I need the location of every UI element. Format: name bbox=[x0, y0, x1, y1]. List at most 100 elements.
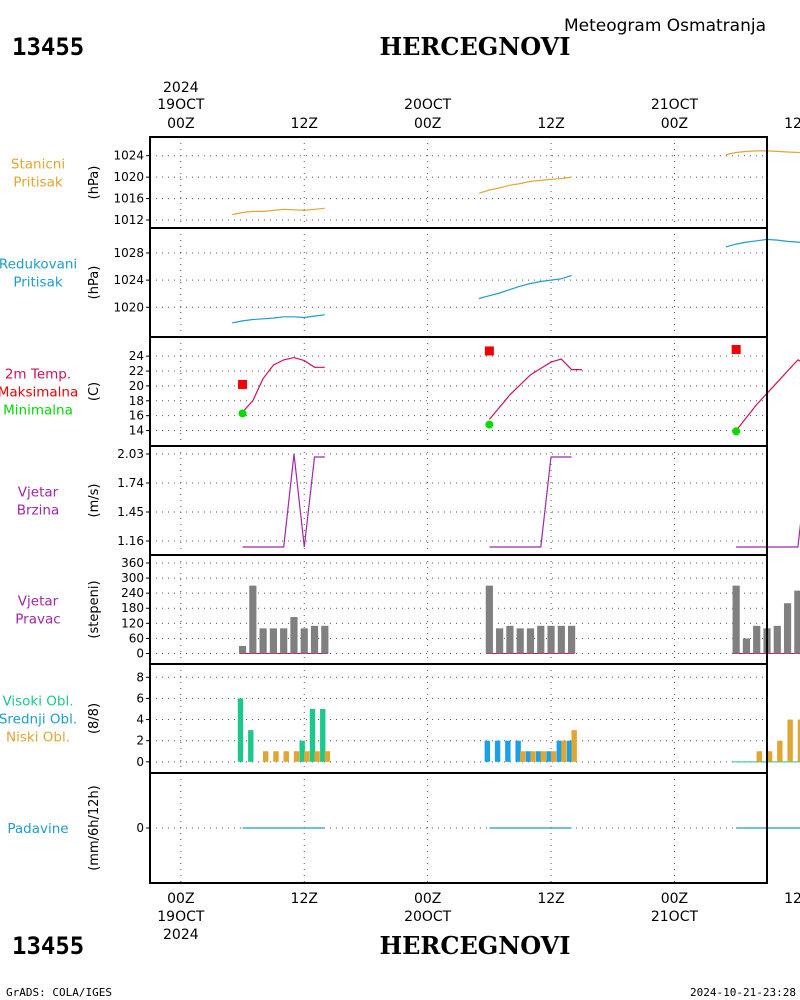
bar bbox=[283, 751, 289, 762]
bar bbox=[262, 751, 269, 762]
hour-label: 12Z bbox=[537, 116, 564, 132]
bar bbox=[756, 751, 762, 762]
day-label: 19OCT bbox=[157, 909, 205, 925]
panel-label: Pravac bbox=[15, 612, 60, 628]
bar bbox=[753, 625, 761, 654]
bar bbox=[314, 751, 320, 762]
panel-label: Niski Obl. bbox=[6, 730, 70, 746]
day-label: 20OCT bbox=[404, 97, 452, 113]
y-tick-label: 1024 bbox=[113, 149, 144, 163]
plot-area: 1012101610201024(hPa)StanicniPritisak102… bbox=[0, 80, 800, 943]
bar bbox=[249, 585, 257, 654]
y-tick-label: 1024 bbox=[113, 273, 144, 287]
bar bbox=[794, 590, 800, 654]
y-tick-label: 1.74 bbox=[117, 476, 144, 490]
y-tick-label: 360 bbox=[121, 556, 144, 570]
y-tick-label: 1020 bbox=[113, 170, 144, 184]
y-tick-label: 1012 bbox=[113, 213, 144, 227]
bar bbox=[506, 625, 514, 654]
bar bbox=[550, 751, 557, 762]
series-line bbox=[488, 358, 582, 420]
y-tick-label: 8 bbox=[136, 670, 144, 684]
series-line bbox=[725, 238, 800, 248]
y-tick-label: 1028 bbox=[113, 246, 144, 260]
bar bbox=[557, 625, 565, 654]
axis-unit-label: (stepeni) bbox=[87, 580, 102, 638]
bar bbox=[766, 751, 773, 762]
panel-label: Brzina bbox=[17, 503, 59, 519]
bar bbox=[494, 740, 501, 762]
axis-unit-label: (hPa) bbox=[87, 266, 102, 300]
bar bbox=[525, 751, 532, 762]
day-label: 19OCT bbox=[157, 97, 205, 113]
min-temp-marker bbox=[732, 427, 741, 436]
panel-vjetar_brzina: 1.16 1.45 1.74 2.03 (m/s) Vjetar Brzina bbox=[17, 445, 800, 556]
bar bbox=[496, 628, 504, 654]
panel-label: Vjetar bbox=[18, 594, 59, 610]
bar bbox=[237, 698, 244, 762]
series-line bbox=[736, 523, 800, 548]
panel-label: Minimalna bbox=[3, 403, 73, 419]
y-tick-label: 1016 bbox=[113, 192, 144, 206]
day-label: 20OCT bbox=[404, 909, 452, 925]
bar bbox=[537, 625, 545, 654]
panel-label: Vjetar bbox=[18, 485, 59, 501]
y-tick-label: 6 bbox=[136, 691, 144, 705]
series-line bbox=[735, 359, 800, 431]
station-id-top: 13455 bbox=[12, 33, 84, 61]
min-temp-marker bbox=[485, 420, 494, 429]
bar bbox=[536, 751, 542, 762]
bar bbox=[293, 751, 300, 762]
series-line bbox=[725, 150, 800, 156]
bar bbox=[300, 628, 308, 654]
series-line bbox=[478, 176, 572, 194]
bar bbox=[571, 730, 577, 762]
bar bbox=[777, 740, 783, 762]
hour-label: 00Z bbox=[661, 891, 688, 907]
y-tick-label: 14 bbox=[129, 424, 144, 438]
day-label: 21OCT bbox=[651, 97, 699, 113]
day-label: 21OCT bbox=[651, 909, 699, 925]
bar bbox=[742, 638, 751, 654]
y-tick-label: 22 bbox=[129, 364, 144, 378]
footer-timestamp: 2024-10-21-23:28 bbox=[690, 986, 796, 999]
panel-oblaci: 0 2 4 6 8 (8/8) Visoki Obl. Srednji Obl. Niski O… bbox=[0, 663, 800, 774]
hour-label: 00Z bbox=[414, 891, 441, 907]
bar bbox=[773, 625, 781, 654]
panel-stanicni: 1012 1016 1020 1024 (hPa) Stanicni Pritisak bbox=[11, 136, 800, 229]
bar bbox=[485, 585, 493, 654]
axis-unit-label: (hPa) bbox=[87, 166, 102, 200]
bar bbox=[732, 585, 740, 654]
bar bbox=[520, 751, 526, 762]
footer-credit: GrADS: COLA/IGES bbox=[6, 986, 112, 999]
panel-frame bbox=[149, 136, 768, 229]
max-temp-marker bbox=[484, 346, 494, 356]
y-tick-label: 2.03 bbox=[117, 447, 144, 461]
y-tick-label: 1.16 bbox=[117, 534, 144, 548]
bar bbox=[484, 740, 490, 762]
min-temp-marker bbox=[238, 409, 247, 418]
axis-unit-label: (m/s) bbox=[87, 484, 102, 518]
max-temp-marker bbox=[238, 379, 248, 389]
panel-label: Padavine bbox=[7, 821, 68, 837]
series-line bbox=[478, 274, 572, 300]
y-tick-label: 0 bbox=[136, 646, 144, 660]
bar bbox=[320, 708, 326, 762]
hour-label: 12Z bbox=[784, 891, 800, 907]
panel-redukovani: 1020 1024 1028 (hPa) Redukovani Pritisak bbox=[0, 227, 800, 338]
axis-unit-label: (8/8) bbox=[87, 703, 102, 734]
station-id-bottom: 13455 bbox=[12, 932, 84, 960]
bar bbox=[290, 617, 298, 654]
panel-frame bbox=[149, 772, 768, 884]
bar bbox=[238, 645, 247, 654]
hour-label: 00Z bbox=[414, 116, 441, 132]
bar bbox=[269, 628, 277, 654]
bar bbox=[310, 625, 319, 654]
axis-unit-label: (C) bbox=[87, 382, 102, 401]
bar bbox=[540, 751, 547, 762]
y-tick-label: 0 bbox=[136, 821, 144, 835]
bar bbox=[566, 740, 573, 762]
series-line bbox=[232, 207, 325, 216]
